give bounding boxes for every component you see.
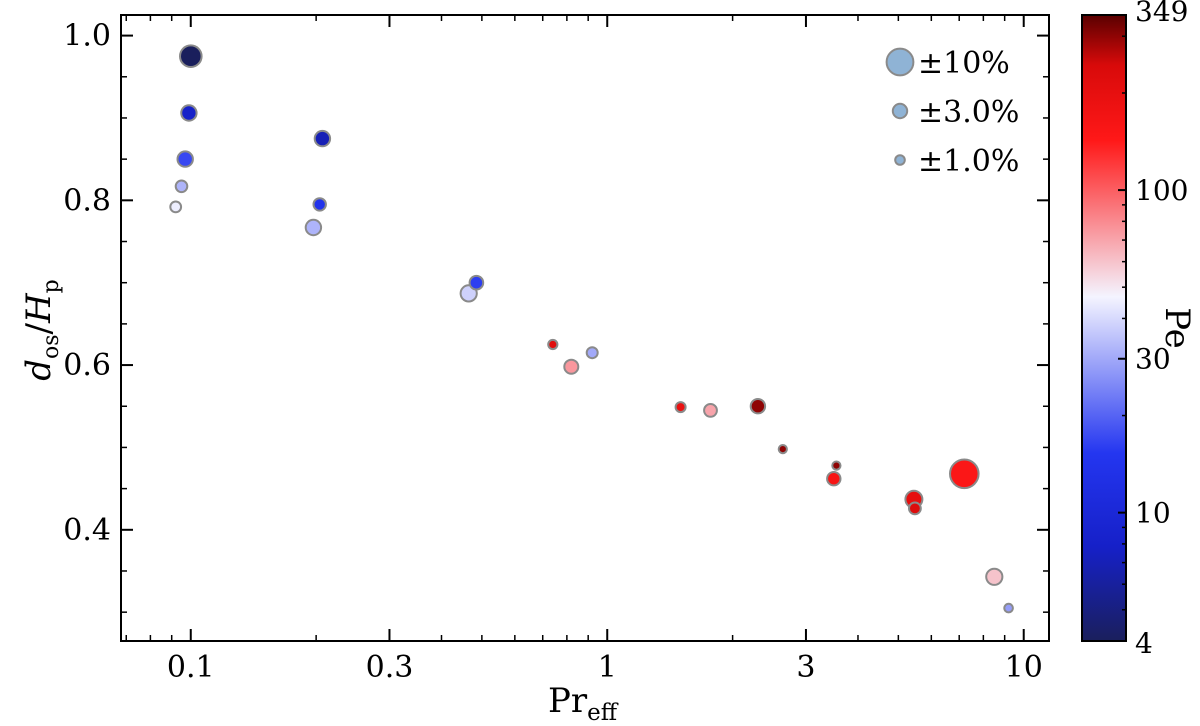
data-point bbox=[1003, 602, 1014, 614]
y-axis-title: dos/Hp bbox=[19, 279, 64, 381]
x-tick-label: 10 bbox=[1005, 650, 1043, 685]
x-tick-label: 3 bbox=[796, 650, 815, 685]
data-point bbox=[831, 460, 842, 471]
data-point bbox=[703, 403, 718, 418]
data-point bbox=[180, 104, 198, 122]
legend-label: ±1.0% bbox=[918, 144, 1019, 179]
data-point bbox=[985, 567, 1004, 586]
colorbar: 4 10 30 100 349 bbox=[1081, 0, 1188, 660]
data-point bbox=[949, 458, 980, 490]
x-tick-label: 0.3 bbox=[366, 650, 414, 685]
data-point bbox=[169, 200, 183, 214]
data-point bbox=[313, 129, 332, 148]
y-tick-label: 1.0 bbox=[63, 19, 111, 54]
colorbar-gradient bbox=[1081, 14, 1127, 642]
data-point bbox=[777, 444, 788, 455]
x-axis-title-main: Pr bbox=[548, 681, 588, 721]
data-point bbox=[585, 346, 599, 360]
y-tick-label: 0.6 bbox=[63, 348, 111, 383]
colorbar-tick-label: 30 bbox=[1135, 343, 1171, 376]
plot-frame bbox=[120, 14, 1050, 642]
y-title-slash: / bbox=[19, 322, 59, 334]
data-point bbox=[174, 179, 189, 194]
y-title-h-sub: p bbox=[39, 279, 64, 293]
colorbar-tick-label: 4 bbox=[1135, 627, 1153, 660]
legend-marker bbox=[885, 47, 915, 77]
legend-marker bbox=[894, 154, 906, 166]
legend-label: ±3.0% bbox=[918, 95, 1019, 130]
colorbar-tick-label: 349 bbox=[1135, 0, 1188, 28]
points-layer bbox=[169, 44, 1014, 614]
data-point bbox=[547, 338, 559, 351]
data-point bbox=[176, 150, 194, 168]
data-point bbox=[563, 358, 580, 375]
data-point bbox=[468, 274, 485, 291]
colorbar-tick-label: 10 bbox=[1135, 497, 1171, 530]
data-point bbox=[179, 44, 203, 69]
axes: 0.1 0.3 1 3 10 0.4 0.6 0.8 1.0 bbox=[63, 15, 1049, 685]
data-point bbox=[304, 218, 323, 237]
y-title-d: d bbox=[19, 359, 59, 381]
colorbar-title: Pe bbox=[1157, 307, 1197, 348]
legend: ±10% ±3.0% ±1.0% bbox=[885, 46, 1019, 179]
y-title-d-sub: os bbox=[39, 334, 64, 359]
x-tick-label: 0.1 bbox=[167, 650, 215, 685]
legend-marker bbox=[891, 102, 909, 120]
data-point bbox=[826, 471, 842, 487]
y-title-h: H bbox=[19, 292, 59, 324]
colorbar-tick-label: 100 bbox=[1135, 174, 1188, 207]
y-tick-label: 0.8 bbox=[63, 183, 111, 218]
x-axis-title: Preff bbox=[548, 681, 619, 726]
data-point bbox=[908, 501, 922, 516]
data-point bbox=[312, 197, 327, 212]
x-axis-title-sub: eff bbox=[587, 700, 619, 726]
data-point bbox=[749, 398, 767, 415]
data-point bbox=[674, 401, 687, 414]
legend-label: ±10% bbox=[918, 46, 1010, 81]
x-tick-label: 1 bbox=[598, 650, 617, 685]
y-tick-label: 0.4 bbox=[63, 513, 111, 548]
